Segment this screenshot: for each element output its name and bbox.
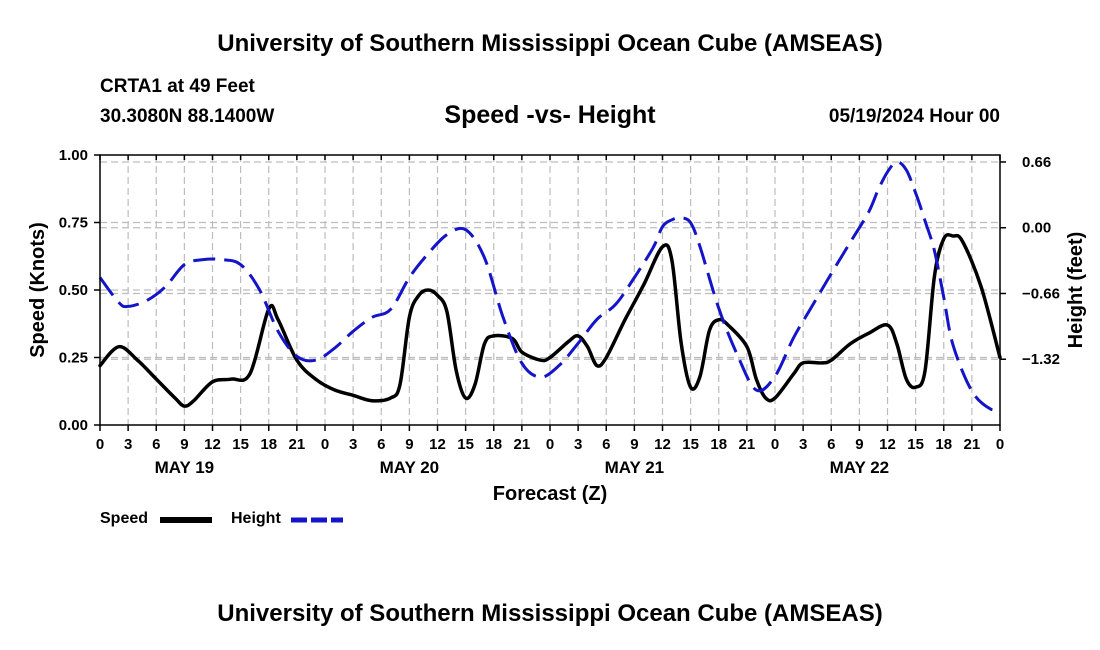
x-tick-label: 21 (964, 436, 981, 453)
x-tick-label: 0 (771, 436, 779, 453)
x-tick-label: 3 (799, 436, 807, 453)
page-title-top: University of Southern Mississippi Ocean… (217, 30, 883, 57)
x-tick-label: 12 (879, 436, 896, 453)
x-tick-label: 0 (321, 436, 329, 453)
x-tick-label: 15 (457, 436, 474, 453)
coordinates-label: 30.3080N 88.1400W (100, 106, 275, 127)
y-left-tick-label: 1.00 (59, 147, 88, 164)
page-title-bottom: University of Southern Mississippi Ocean… (217, 600, 883, 627)
chart-title: Speed -vs- Height (444, 101, 656, 129)
x-tick-label: 0 (996, 436, 1004, 453)
x-tick-label: 18 (260, 436, 277, 453)
x-tick-label: 12 (654, 436, 671, 453)
x-tick-label: 3 (349, 436, 357, 453)
y-right-tick-label: 0.00 (1022, 220, 1051, 237)
x-tick-label: 21 (289, 436, 306, 453)
y-right-tick-label: −1.32 (1022, 351, 1060, 368)
y-right-tick-label: −0.66 (1022, 285, 1060, 302)
x-tick-label: 21 (514, 436, 531, 453)
station-label: CRTA1 at 49 Feet (100, 76, 255, 97)
y-left-tick-label: 0.50 (59, 282, 88, 299)
x-tick-label: 6 (827, 436, 835, 453)
y-left-tick-label: 0.75 (59, 215, 88, 232)
x-tick-label: 9 (630, 436, 638, 453)
legend-height-label: Height (231, 510, 281, 527)
x-tick-label: 9 (180, 436, 188, 453)
x-tick-label: 0 (546, 436, 554, 453)
x-tick-label: 18 (710, 436, 727, 453)
x-tick-label: 9 (405, 436, 413, 453)
series-line-speed (98, 232, 1002, 408)
y-right-tick-label: 0.66 (1022, 154, 1051, 171)
x-tick-label: 12 (429, 436, 446, 453)
x-tick-label: 18 (485, 436, 502, 453)
day-label: MAY 19 (155, 458, 215, 477)
series-line-height (98, 160, 1001, 412)
day-label: MAY 22 (830, 458, 890, 477)
y-left-tick-label: 0.00 (59, 417, 88, 434)
x-tick-label: 15 (682, 436, 699, 453)
x-tick-label: 6 (602, 436, 610, 453)
x-tick-label: 18 (935, 436, 952, 453)
x-tick-label: 12 (204, 436, 221, 453)
x-tick-label: 6 (377, 436, 385, 453)
legend-speed-label: Speed (100, 510, 149, 527)
x-axis-title: Forecast (Z) (493, 483, 607, 505)
day-label: MAY 21 (605, 458, 665, 477)
x-tick-label: 3 (124, 436, 132, 453)
y-right-axis-title: Height (feet) (1065, 232, 1087, 349)
y-left-axis-title: Speed (Knots) (27, 222, 49, 358)
x-tick-label: 3 (574, 436, 582, 453)
x-tick-label: 0 (96, 436, 104, 453)
x-tick-label: 9 (855, 436, 863, 453)
y-left-tick-label: 0.25 (59, 350, 88, 367)
x-tick-label: 15 (907, 436, 924, 453)
x-tick-label: 6 (152, 436, 160, 453)
forecast-datetime: 05/19/2024 Hour 00 (828, 106, 1000, 127)
day-label: MAY 20 (380, 458, 440, 477)
x-tick-label: 15 (232, 436, 249, 453)
x-tick-label: 21 (739, 436, 756, 453)
